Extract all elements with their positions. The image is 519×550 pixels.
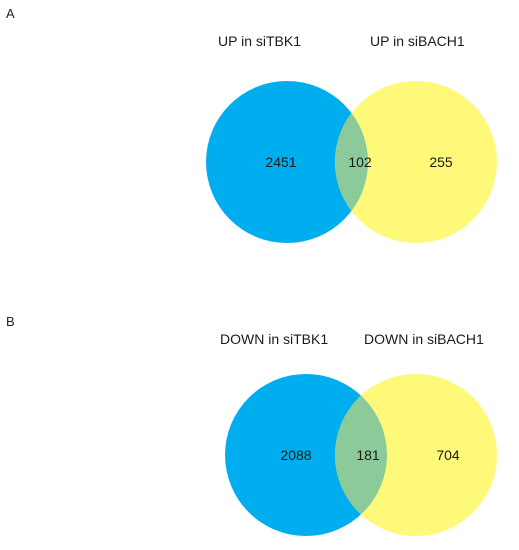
left-set-title: DOWN in siTBK1 xyxy=(220,331,329,347)
right-set-title: DOWN in siBACH1 xyxy=(364,331,484,347)
left-only-count: 2451 xyxy=(265,154,296,170)
venn-panel-a: A UP in siTBK1 UP in siBACH1 2451 102 25… xyxy=(6,6,497,243)
left-only-count: 2088 xyxy=(280,447,311,463)
overlap-region xyxy=(335,374,387,536)
panel-letter: B xyxy=(6,314,15,329)
venn-diagram: 2088 181 704 xyxy=(225,374,497,536)
right-set-circle xyxy=(335,81,497,243)
venn-panel-b: B DOWN in siTBK1 DOWN in siBACH1 2088 18… xyxy=(0,300,519,550)
right-only-count: 255 xyxy=(429,154,453,170)
overlap-count: 102 xyxy=(348,154,372,170)
right-only-count: 704 xyxy=(436,447,460,463)
left-set-circle xyxy=(206,81,368,243)
left-set-title: UP in siTBK1 xyxy=(218,33,301,49)
panel-letter: A xyxy=(6,6,15,21)
venn-diagram: 2451 102 255 xyxy=(206,81,497,243)
right-set-title: UP in siBACH1 xyxy=(370,33,465,49)
overlap-count: 181 xyxy=(356,447,380,463)
